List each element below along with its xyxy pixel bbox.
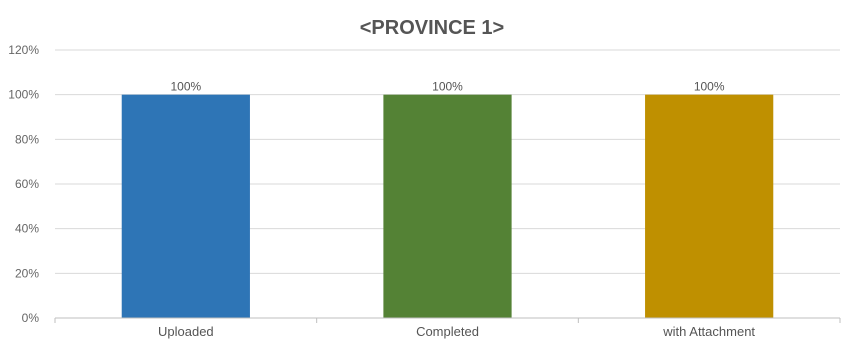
bar-completed bbox=[383, 94, 512, 319]
data-label: 100% bbox=[170, 80, 201, 94]
x-tick-label: Uploaded bbox=[158, 324, 214, 339]
y-tick-label: 60% bbox=[15, 177, 39, 191]
bars bbox=[121, 94, 774, 319]
x-axis: Uploaded Completed with Attachment bbox=[54, 317, 841, 339]
data-labels: 100% 100% 100% bbox=[170, 80, 724, 94]
bar-with-attachment bbox=[645, 94, 774, 319]
bar-uploaded bbox=[121, 94, 250, 319]
y-tick-label: 0% bbox=[22, 311, 40, 325]
chart-title: <PROVINCE 1> bbox=[360, 17, 505, 39]
y-tick-label: 20% bbox=[15, 266, 39, 280]
y-tick-label: 80% bbox=[15, 132, 39, 146]
x-tick-label: Completed bbox=[416, 324, 479, 339]
data-label: 100% bbox=[694, 80, 725, 94]
y-tick-label: 100% bbox=[8, 88, 39, 102]
data-label: 100% bbox=[432, 80, 463, 94]
y-tick-label: 40% bbox=[15, 222, 39, 236]
y-tick-label: 120% bbox=[8, 43, 39, 57]
x-tick-label: with Attachment bbox=[662, 324, 755, 339]
y-axis-ticks: 0% 20% 40% 60% 80% 100% 120% bbox=[8, 43, 39, 325]
